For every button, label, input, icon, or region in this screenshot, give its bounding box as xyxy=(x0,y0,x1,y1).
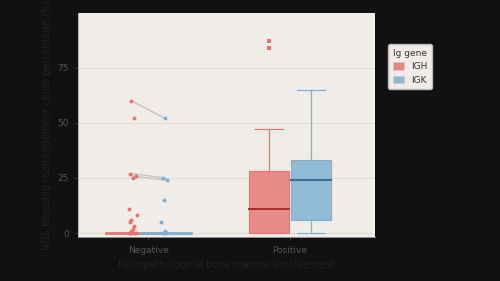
Legend: IGH, IGK: IGH, IGK xyxy=(388,44,432,89)
Bar xyxy=(292,160,331,220)
Bar xyxy=(249,171,288,233)
Bar xyxy=(249,171,288,233)
Y-axis label: NGS based Ig rearrangement clone percentage (%): NGS based Ig rearrangement clone percent… xyxy=(42,0,52,250)
Bar xyxy=(292,160,331,220)
X-axis label: Histopathological bone marrow involvement: Histopathological bone marrow involvemen… xyxy=(118,260,334,270)
